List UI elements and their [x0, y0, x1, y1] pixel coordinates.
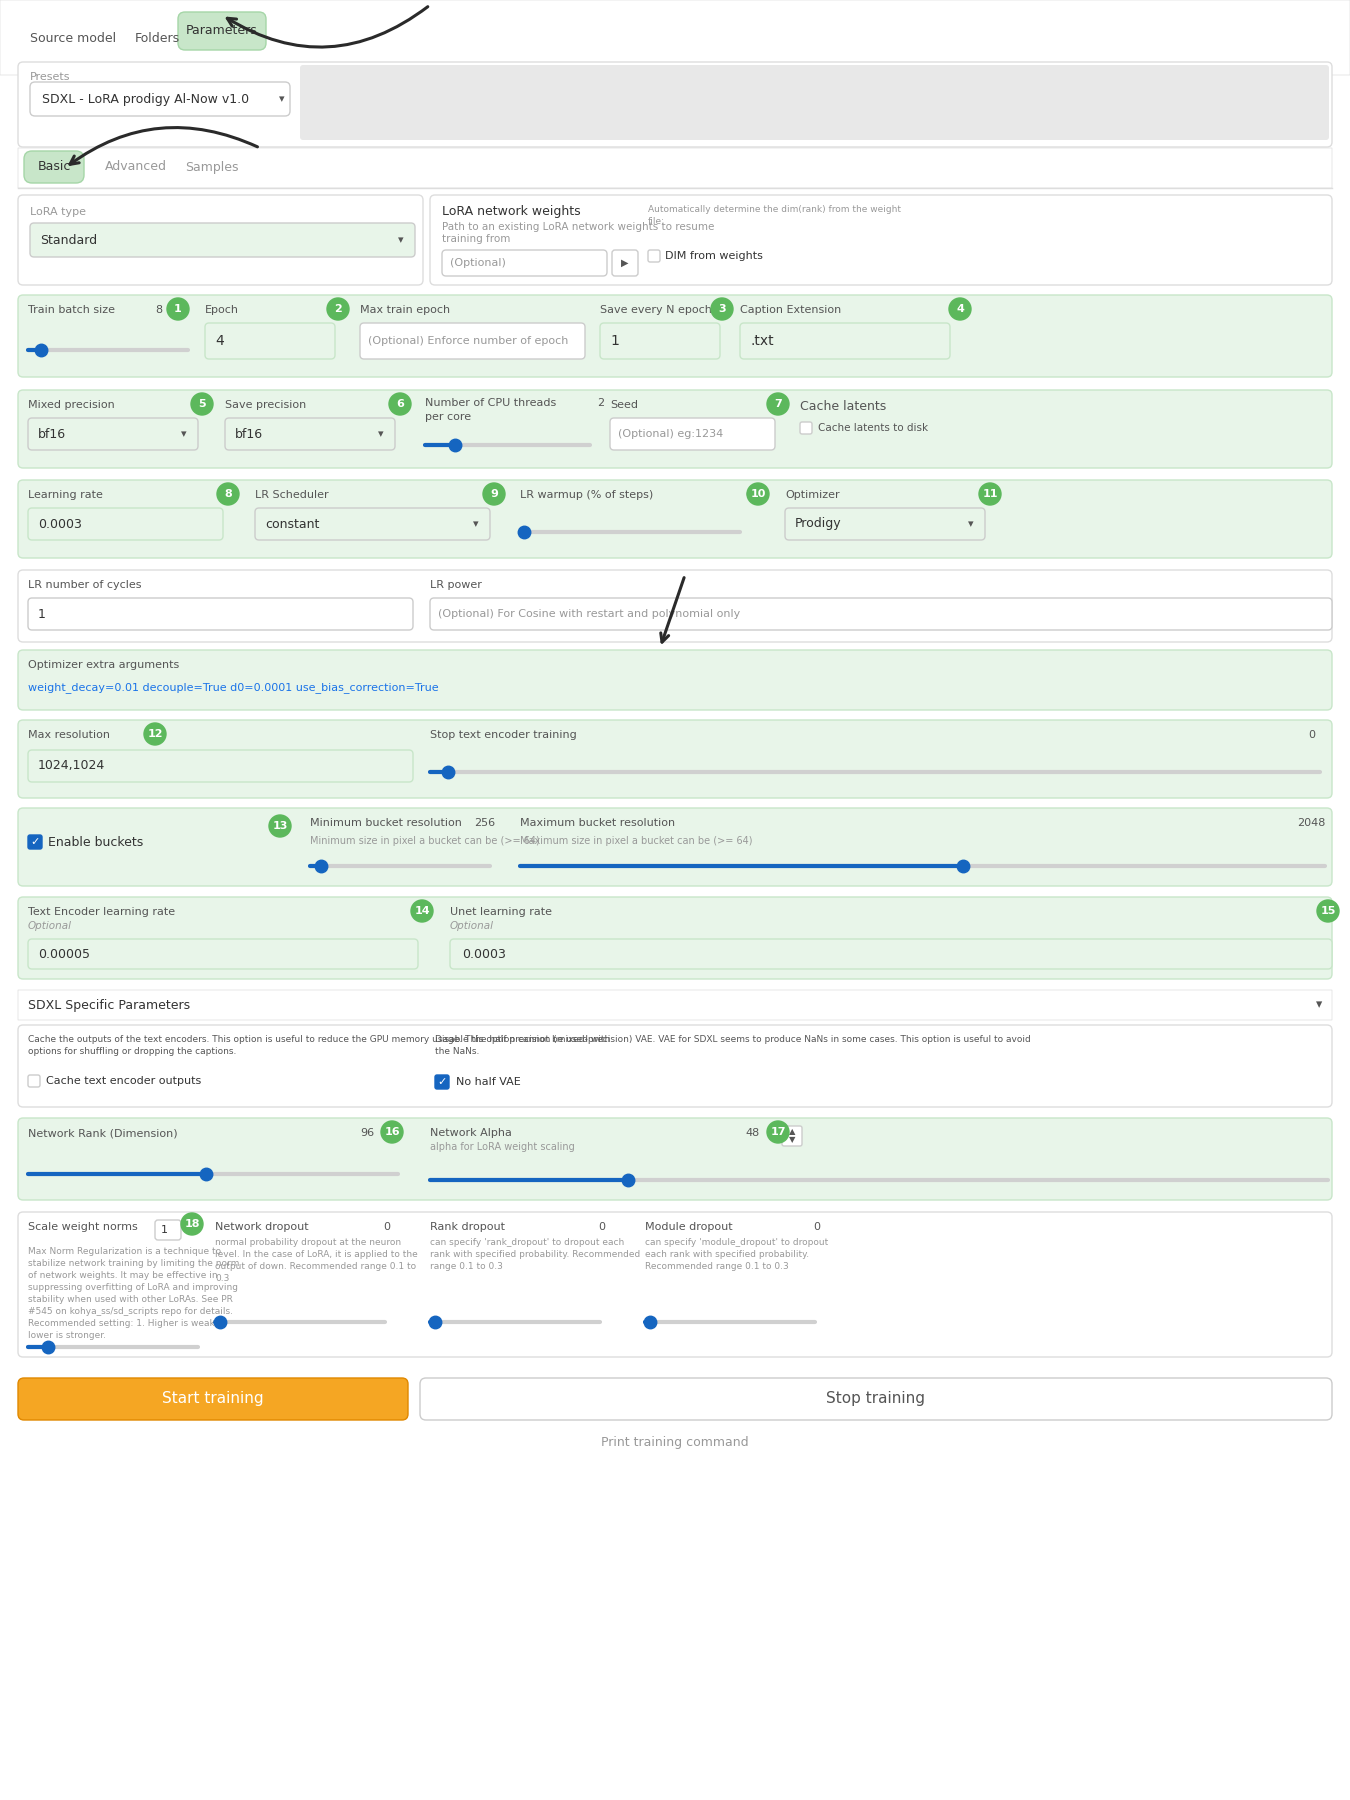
FancyBboxPatch shape — [0, 0, 1350, 76]
Text: 1: 1 — [610, 335, 618, 347]
FancyBboxPatch shape — [18, 391, 1332, 468]
Circle shape — [389, 392, 410, 416]
Text: per core: per core — [425, 412, 471, 421]
Text: 8: 8 — [224, 490, 232, 499]
Text: 14: 14 — [414, 905, 429, 916]
Text: Minimum size in pixel a bucket can be (>= 64): Minimum size in pixel a bucket can be (>… — [310, 835, 540, 846]
Text: 256: 256 — [474, 817, 495, 828]
Text: Learning rate: Learning rate — [28, 490, 103, 500]
Text: Advanced: Advanced — [105, 160, 167, 173]
Text: Network dropout: Network dropout — [215, 1222, 309, 1231]
Text: (Optional) eg:1234: (Optional) eg:1234 — [618, 428, 724, 439]
Text: Parameters: Parameters — [186, 25, 258, 38]
FancyBboxPatch shape — [610, 418, 775, 450]
Text: ▾: ▾ — [398, 236, 404, 245]
Text: Cache latents to disk: Cache latents to disk — [818, 423, 929, 434]
FancyBboxPatch shape — [155, 1220, 181, 1240]
FancyBboxPatch shape — [225, 418, 396, 450]
Circle shape — [144, 724, 166, 745]
Text: bf16: bf16 — [235, 428, 263, 441]
Text: can specify 'rank_dropout' to dropout each: can specify 'rank_dropout' to dropout ea… — [431, 1238, 624, 1247]
Text: each rank with specified probability.: each rank with specified probability. — [645, 1249, 809, 1258]
Text: Seed: Seed — [610, 400, 639, 410]
Circle shape — [190, 392, 213, 416]
FancyBboxPatch shape — [30, 83, 290, 115]
FancyBboxPatch shape — [18, 720, 1332, 797]
FancyBboxPatch shape — [801, 421, 811, 434]
Text: Network Rank (Dimension): Network Rank (Dimension) — [28, 1129, 178, 1138]
Text: Stop text encoder training: Stop text encoder training — [431, 731, 576, 740]
Text: 13: 13 — [273, 821, 288, 832]
Text: 0.3: 0.3 — [215, 1274, 230, 1283]
Text: 0.00005: 0.00005 — [38, 947, 90, 961]
Text: Caption Extension: Caption Extension — [740, 304, 841, 315]
FancyBboxPatch shape — [28, 751, 413, 781]
Text: LR warmup (% of steps): LR warmup (% of steps) — [520, 490, 653, 500]
FancyArrowPatch shape — [227, 7, 428, 47]
Text: level. In the case of LoRA, it is applied to the: level. In the case of LoRA, it is applie… — [215, 1249, 417, 1258]
Text: 5: 5 — [198, 400, 205, 409]
FancyBboxPatch shape — [178, 13, 266, 50]
Text: Number of CPU threads: Number of CPU threads — [425, 398, 556, 409]
Text: Optional: Optional — [450, 922, 494, 931]
Text: (Optional) For Cosine with restart and polynomial only: (Optional) For Cosine with restart and p… — [437, 608, 740, 619]
Circle shape — [269, 815, 292, 837]
FancyBboxPatch shape — [18, 1379, 408, 1420]
Circle shape — [711, 299, 733, 320]
Circle shape — [483, 482, 505, 506]
FancyBboxPatch shape — [435, 1075, 450, 1089]
Circle shape — [410, 900, 433, 922]
FancyBboxPatch shape — [300, 65, 1328, 140]
FancyBboxPatch shape — [18, 1024, 1332, 1107]
FancyBboxPatch shape — [255, 508, 490, 540]
Text: ▾: ▾ — [378, 428, 383, 439]
Circle shape — [181, 1213, 202, 1235]
FancyBboxPatch shape — [648, 250, 660, 263]
Text: output of down. Recommended range 0.1 to: output of down. Recommended range 0.1 to — [215, 1262, 416, 1271]
Text: ▲: ▲ — [788, 1127, 795, 1136]
Text: (Optional): (Optional) — [450, 257, 506, 268]
Text: Disable the half precision (mixed-precision) VAE. VAE for SDXL seems to produce : Disable the half precision (mixed-precis… — [435, 1035, 1031, 1044]
Text: 12: 12 — [147, 729, 163, 740]
Text: ▾: ▾ — [181, 428, 186, 439]
Text: the NaNs.: the NaNs. — [435, 1048, 479, 1057]
Text: 0: 0 — [1308, 731, 1315, 740]
Text: 3: 3 — [718, 304, 726, 313]
Text: No half VAE: No half VAE — [456, 1076, 521, 1087]
Text: file:: file: — [648, 218, 666, 227]
Text: Maximum bucket resolution: Maximum bucket resolution — [520, 817, 675, 828]
Text: 8: 8 — [155, 304, 162, 315]
FancyBboxPatch shape — [28, 598, 413, 630]
Text: 17: 17 — [771, 1127, 786, 1138]
Text: 2: 2 — [597, 398, 603, 409]
Circle shape — [167, 299, 189, 320]
Text: normal probability dropout at the neuron: normal probability dropout at the neuron — [215, 1238, 401, 1247]
Text: .txt: .txt — [751, 335, 774, 347]
Text: ▼: ▼ — [788, 1136, 795, 1145]
FancyBboxPatch shape — [28, 418, 198, 450]
Text: DIM from weights: DIM from weights — [666, 250, 763, 261]
FancyBboxPatch shape — [18, 990, 1332, 1021]
Text: Prodigy: Prodigy — [795, 518, 841, 531]
Text: Network Alpha: Network Alpha — [431, 1129, 512, 1138]
FancyBboxPatch shape — [18, 808, 1332, 886]
Text: 10: 10 — [751, 490, 765, 499]
Text: Minimum bucket resolution: Minimum bucket resolution — [310, 817, 462, 828]
Text: Stop training: Stop training — [826, 1391, 926, 1406]
Text: 1: 1 — [161, 1226, 167, 1235]
Text: Standard: Standard — [40, 234, 97, 247]
Circle shape — [327, 299, 350, 320]
Text: Optimizer: Optimizer — [784, 490, 840, 500]
Text: Save precision: Save precision — [225, 400, 306, 410]
Text: LR number of cycles: LR number of cycles — [28, 580, 142, 590]
Text: 16: 16 — [385, 1127, 400, 1138]
Text: bf16: bf16 — [38, 428, 66, 441]
Text: (Optional) Enforce number of epoch: (Optional) Enforce number of epoch — [369, 337, 568, 346]
FancyBboxPatch shape — [18, 1211, 1332, 1357]
Text: Presets: Presets — [30, 72, 70, 83]
FancyBboxPatch shape — [740, 322, 950, 358]
Text: SDXL - LoRA prodigy Al-Now v1.0: SDXL - LoRA prodigy Al-Now v1.0 — [42, 92, 250, 106]
FancyBboxPatch shape — [18, 194, 423, 284]
FancyBboxPatch shape — [420, 1379, 1332, 1420]
